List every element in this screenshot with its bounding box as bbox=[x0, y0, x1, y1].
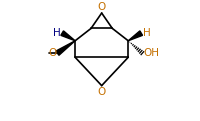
Polygon shape bbox=[128, 31, 142, 41]
Text: O: O bbox=[48, 48, 57, 58]
Polygon shape bbox=[61, 31, 75, 41]
Text: H: H bbox=[52, 27, 60, 38]
Text: OH: OH bbox=[143, 48, 159, 58]
Text: O: O bbox=[97, 2, 105, 12]
Text: H: H bbox=[142, 27, 150, 38]
Text: O: O bbox=[97, 87, 105, 97]
Polygon shape bbox=[56, 41, 75, 55]
